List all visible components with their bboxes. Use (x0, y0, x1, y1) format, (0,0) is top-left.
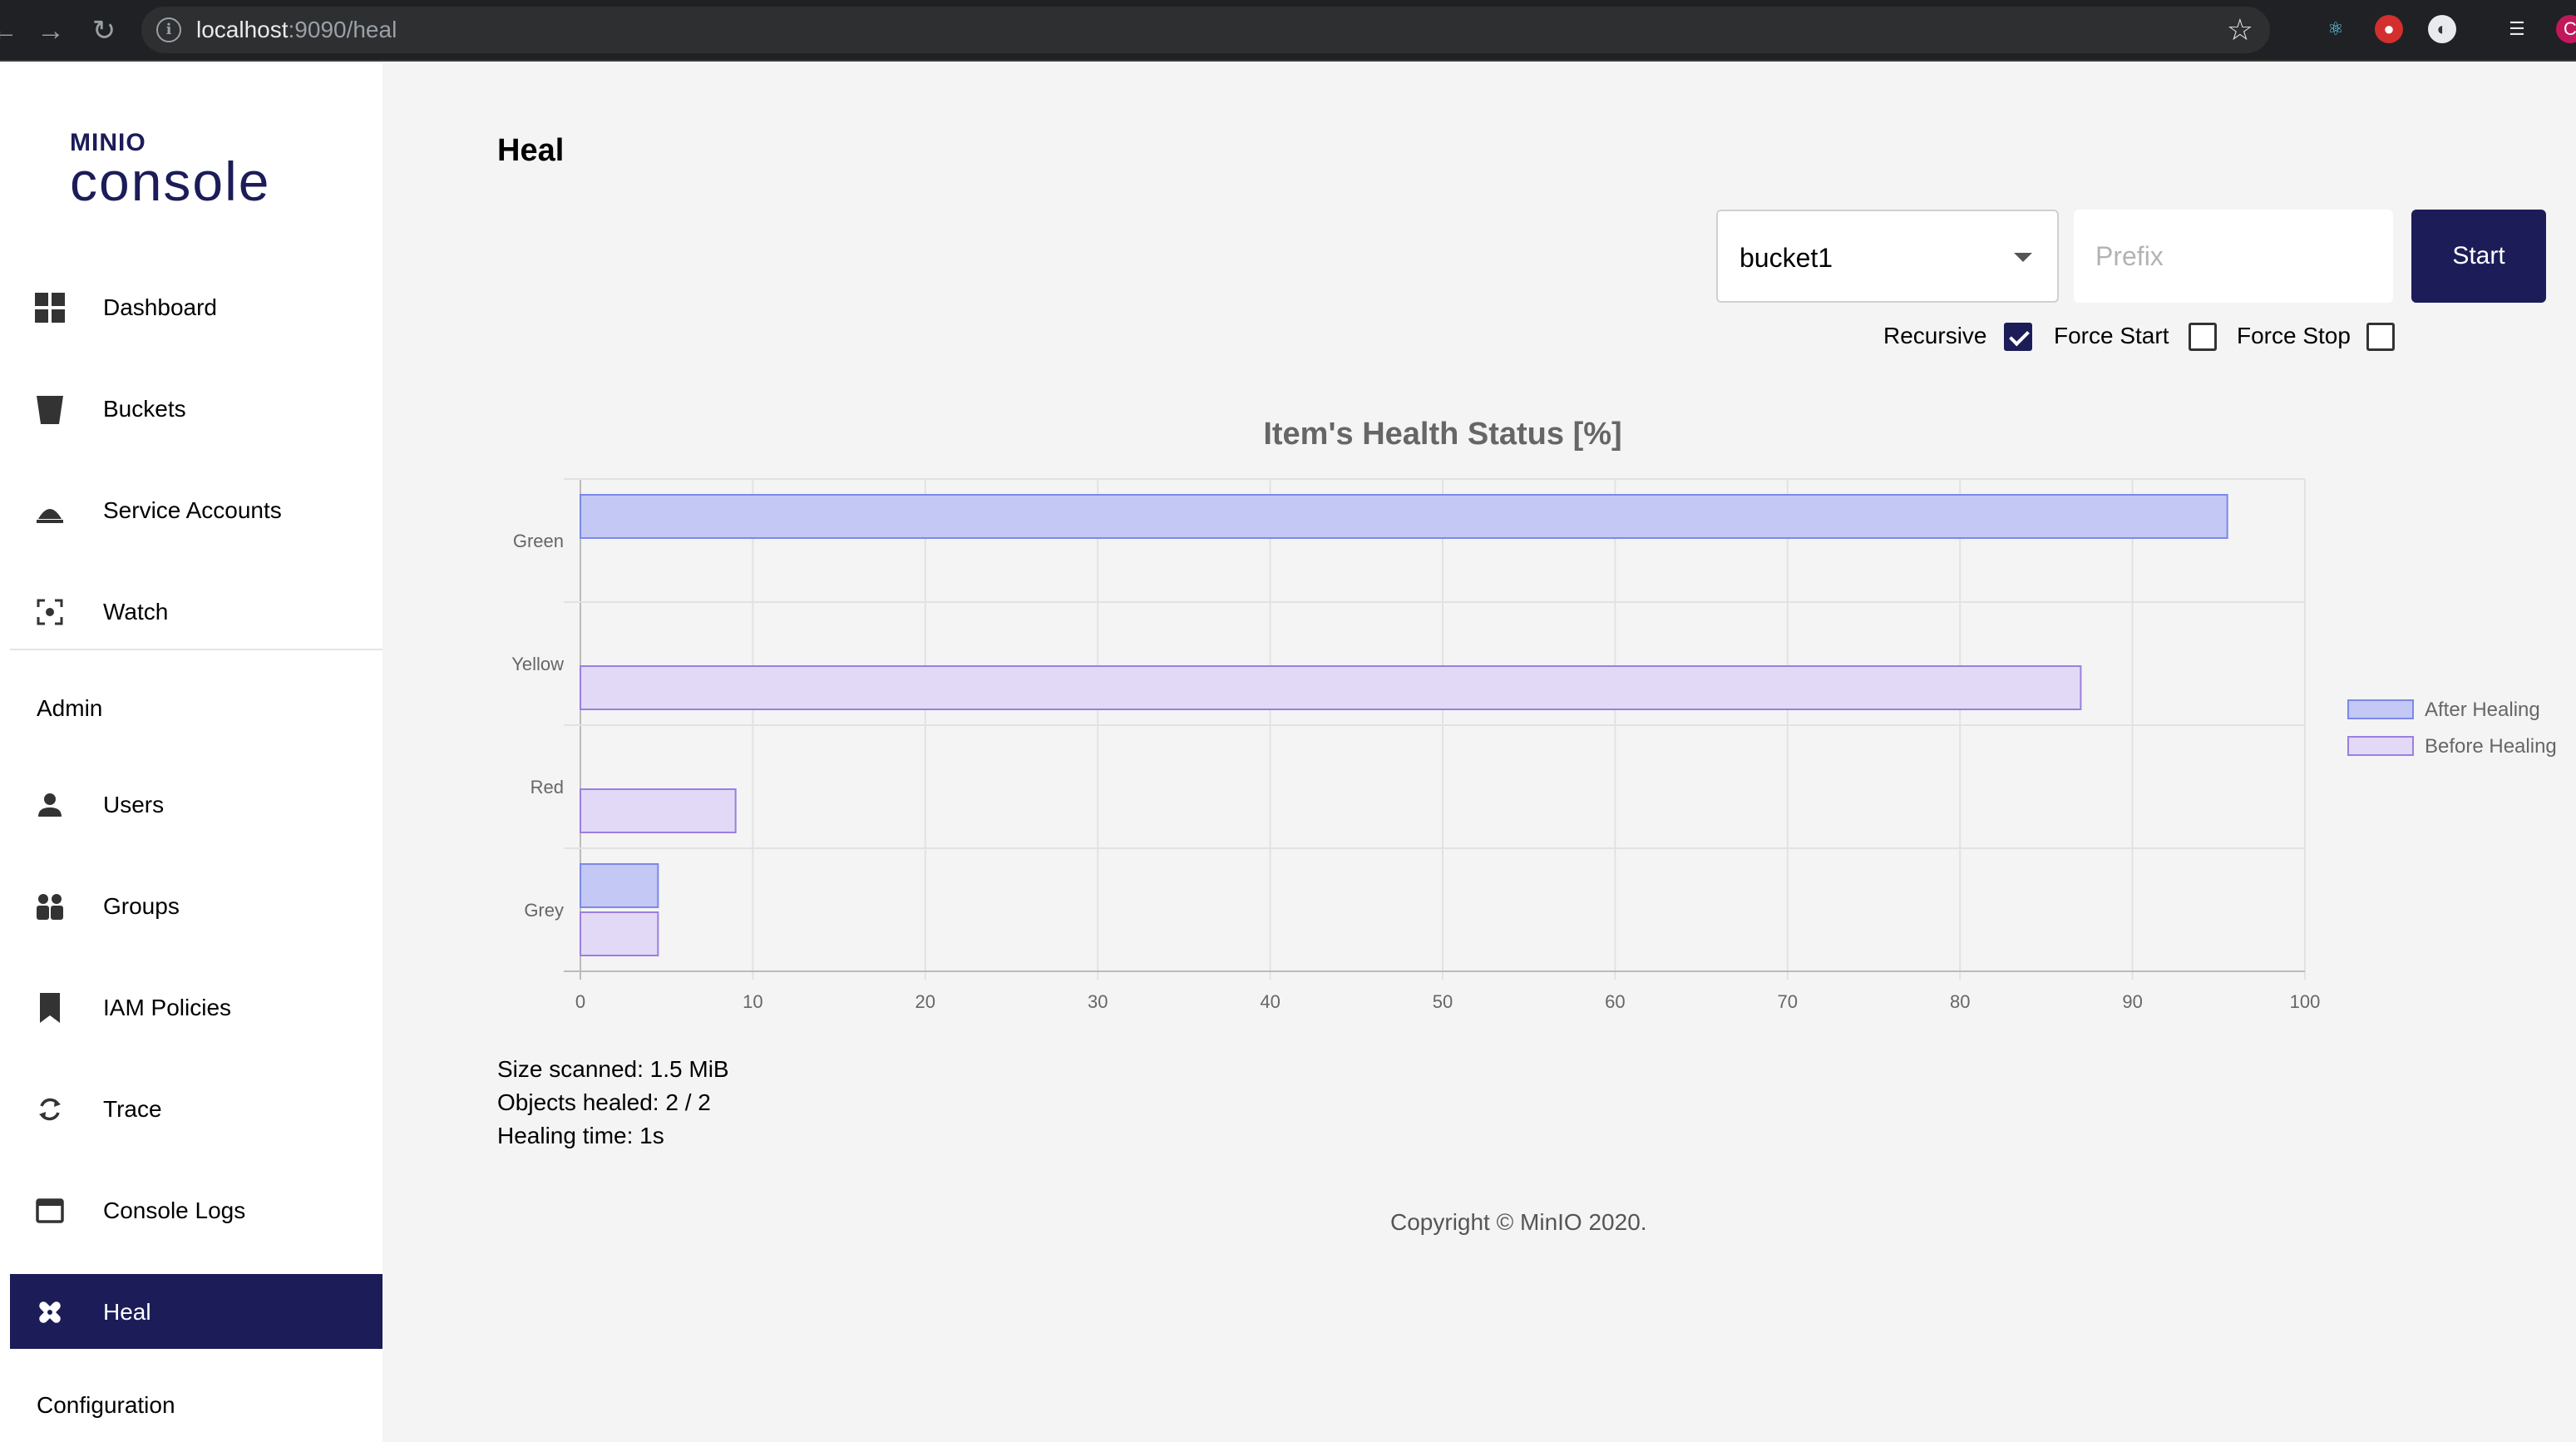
chart-title: Item's Health Status [%] (1263, 417, 1621, 452)
forward-icon[interactable]: → (37, 15, 65, 47)
sidebar-item-service-accounts[interactable]: Service Accounts (10, 472, 382, 547)
watch-icon (37, 599, 63, 625)
sidebar-item-label: Watch (103, 599, 169, 625)
x-tick-label: 80 (1950, 991, 1970, 1012)
policy-icon (40, 993, 60, 1023)
x-tick-label: 90 (2122, 991, 2142, 1012)
copyright-text: Copyright © MinIO 2020. (1390, 1209, 1647, 1235)
sidebar-item-label: Groups (103, 893, 180, 919)
sidebar-item-watch[interactable]: Watch (10, 574, 382, 649)
sidebar-item-buckets[interactable]: Buckets (10, 371, 382, 446)
sidebar-item-label: Users (103, 792, 165, 817)
sidebar-item-users[interactable]: Users (10, 767, 382, 842)
bar-yellow-1 (580, 665, 2082, 710)
user-icon (38, 793, 62, 817)
back-icon[interactable]: ← (0, 15, 18, 47)
admin-section-label: Admin (37, 695, 103, 721)
bucket-icon (37, 396, 63, 424)
extension-globe-icon[interactable]: ◐ (2428, 15, 2456, 43)
sidebar-item-groups[interactable]: Groups (10, 868, 382, 943)
sidebar-item-label: Trace (103, 1096, 162, 1122)
bar-green-0 (580, 494, 2228, 539)
x-tick-label: 20 (915, 991, 935, 1012)
dashboard-icon (35, 293, 65, 323)
trace-icon (39, 1098, 61, 1121)
x-tick-label: 50 (1433, 991, 1453, 1012)
sidebar-item-dashboard[interactable]: Dashboard (10, 269, 382, 344)
sidebar-item-label: Console Logs (103, 1198, 246, 1223)
health-status-chart: Item's Health Status [%] 0 10 20 30 40 50 60 70 8… (511, 417, 2557, 1012)
healing-time-text: Healing time: 1s (497, 1123, 664, 1148)
prefix-input[interactable] (2074, 210, 2393, 303)
chevron-down-icon (2014, 253, 2032, 262)
page-title: Heal (497, 133, 565, 168)
configuration-section-label[interactable]: Configuration (37, 1392, 175, 1418)
logs-icon (36, 1198, 64, 1223)
heal-icon (39, 1301, 61, 1323)
sidebar-item-label: Service Accounts (103, 497, 282, 523)
x-tick-label: 70 (1778, 991, 1798, 1012)
sidebar-item-trace[interactable]: Trace (10, 1071, 382, 1146)
service-accounts-icon (37, 509, 63, 523)
x-tick-label: 60 (1605, 991, 1625, 1012)
legend-label: After Healing (2425, 699, 2540, 721)
x-tick-label: 10 (743, 991, 762, 1012)
sidebar: MINIO console Dashboard Buckets Service … (0, 63, 382, 1442)
sidebar-divider (10, 649, 382, 650)
objects-healed-text: Objects healed: 2 / 2 (497, 1089, 711, 1115)
bucket-select[interactable]: bucket1 (1716, 210, 2059, 303)
x-tick-label: 40 (1260, 991, 1280, 1012)
start-button[interactable]: Start (2411, 210, 2546, 303)
sidebar-item-iam-policies[interactable]: IAM Policies (10, 970, 382, 1044)
bookmark-star-icon[interactable]: ☆ (2226, 12, 2253, 47)
bar-grey-0 (580, 863, 659, 908)
sidebar-item-label: Buckets (103, 396, 186, 422)
bucket-select-value: bucket1 (1740, 243, 1833, 273)
x-tick-label: 0 (575, 991, 585, 1012)
sidebar-item-heal[interactable]: Heal (10, 1274, 382, 1349)
bar-red-1 (580, 788, 737, 833)
url-host: localhost (196, 17, 289, 42)
legend-label: Before Healing (2425, 735, 2557, 758)
sidebar-item-label: Dashboard (103, 294, 217, 320)
address-bar[interactable]: i localhost:9090/heal ☆ (141, 7, 2270, 53)
react-devtools-icon[interactable]: ⚛ (2327, 18, 2344, 39)
legend-swatch (2347, 699, 2414, 719)
minio-console-logo[interactable]: MINIO console (70, 129, 271, 212)
force-start-checkbox[interactable] (2189, 323, 2217, 351)
force-stop-label: Force Stop (2237, 323, 2351, 348)
sidebar-item-label: Heal (103, 1299, 151, 1325)
force-stop-checkbox[interactable] (2366, 323, 2395, 351)
bar-grey-1 (580, 911, 659, 956)
y-tick-label: Grey (524, 900, 564, 921)
force-start-label: Force Start (2054, 323, 2169, 348)
extension-red-icon[interactable]: ● (2375, 15, 2403, 43)
y-tick-label: Green (513, 531, 564, 551)
sidebar-item-console-logs[interactable]: Console Logs (10, 1173, 382, 1247)
recursive-checkbox[interactable] (2004, 323, 2032, 351)
groups-icon (37, 894, 63, 920)
recursive-label: Recursive (1883, 323, 1987, 348)
profile-avatar-icon[interactable]: C (2556, 15, 2576, 43)
legend-swatch (2347, 736, 2414, 756)
x-tick-label: 30 (1088, 991, 1108, 1012)
y-tick-label: Yellow (511, 654, 564, 674)
url-path: :9090/heal (288, 17, 397, 42)
logo-top-text: MINIO (70, 129, 146, 156)
y-tick-label: Red (530, 777, 564, 798)
reading-list-icon[interactable]: ☰ (2509, 18, 2525, 39)
reload-icon[interactable]: ↻ (91, 15, 116, 47)
size-scanned-text: Size scanned: 1.5 MiB (497, 1056, 729, 1082)
browser-toolbar: ← → ↻ i localhost:9090/heal ☆ ⚛ ● ◐ ☰ C (0, 0, 2576, 62)
logo-bottom-text: console (70, 151, 271, 212)
sidebar-item-label: IAM Policies (103, 995, 232, 1020)
x-tick-label: 100 (2290, 991, 2321, 1012)
site-info-icon[interactable]: i (156, 17, 181, 42)
url-text: localhost:9090/heal (196, 17, 397, 42)
